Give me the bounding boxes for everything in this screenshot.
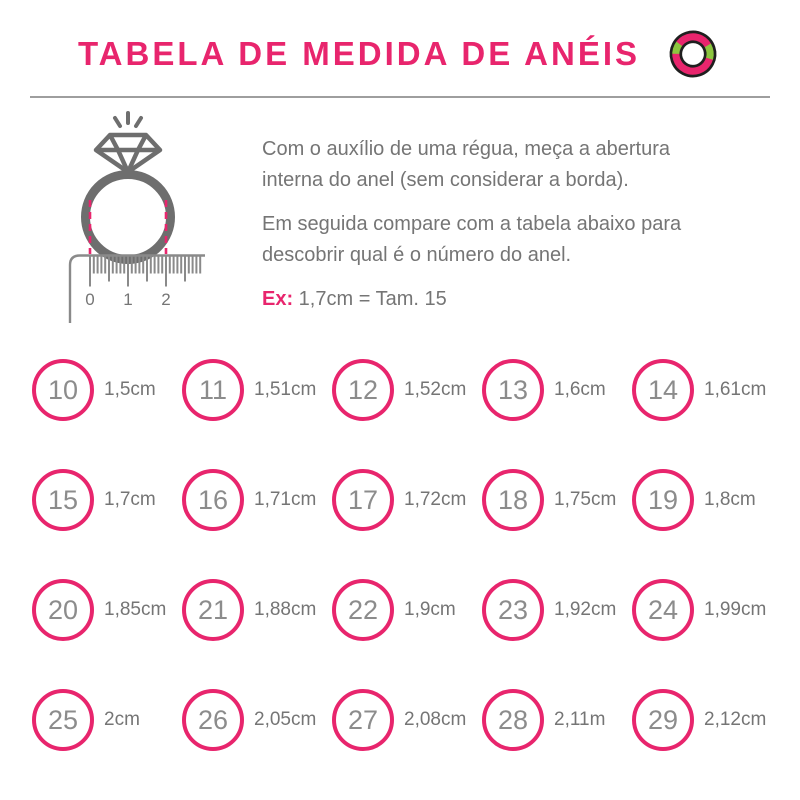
size-measurement: 1,52cm xyxy=(404,379,467,400)
size-cell: 21 1,88cm xyxy=(182,555,332,665)
measurement-dashed-lines xyxy=(88,200,168,254)
size-measurement: 1,6cm xyxy=(554,379,606,400)
size-cell: 23 1,92cm xyxy=(482,555,632,665)
size-circle: 11 xyxy=(182,359,244,421)
size-circle: 16 xyxy=(182,469,244,531)
ruler-number-1: 1 xyxy=(123,290,132,309)
size-cell: 19 1,8cm xyxy=(632,445,782,555)
size-cell: 20 1,85cm xyxy=(32,555,182,665)
size-measurement: 2cm xyxy=(104,709,140,730)
size-cell: 16 1,71cm xyxy=(182,445,332,555)
size-circle: 21 xyxy=(182,579,244,641)
size-measurement: 1,75cm xyxy=(554,489,617,510)
size-measurement: 1,99cm xyxy=(704,599,767,620)
ruler-number-0: 0 xyxy=(85,290,94,309)
size-circle: 23 xyxy=(482,579,544,641)
size-measurement: 1,8cm xyxy=(704,489,756,510)
size-circle: 10 xyxy=(32,359,94,421)
example-text: 1,7cm = Tam. 15 xyxy=(293,288,447,310)
size-circle: 12 xyxy=(332,359,394,421)
size-circle: 15 xyxy=(32,469,94,531)
size-circle: 24 xyxy=(632,579,694,641)
size-circle: 29 xyxy=(632,689,694,751)
size-measurement: 2,05cm xyxy=(254,709,317,730)
size-cell: 26 2,05cm xyxy=(182,665,332,775)
ruler-edge xyxy=(68,254,205,323)
size-circle: 14 xyxy=(632,359,694,421)
size-circle: 22 xyxy=(332,579,394,641)
size-cell: 12 1,52cm xyxy=(332,335,482,445)
brand-ring-logo-icon xyxy=(669,30,717,78)
instruction-paragraph-2: Em seguida compare com a tabela abaixo p… xyxy=(262,213,682,266)
size-circle: 17 xyxy=(332,469,394,531)
size-cell: 29 2,12cm xyxy=(632,665,782,775)
size-measurement: 1,85cm xyxy=(104,599,167,620)
size-measurement: 1,5cm xyxy=(104,379,156,400)
size-circle: 28 xyxy=(482,689,544,751)
size-measurement: 1,88cm xyxy=(254,599,317,620)
size-cell: 10 1,5cm xyxy=(32,335,182,445)
instruction-paragraph-1: Com o auxílio de uma régua, meça a abert… xyxy=(262,138,670,191)
header: TABELA DE MEDIDA DE ANÉIS xyxy=(0,24,800,84)
header-divider xyxy=(30,96,770,98)
size-measurement: 1,72cm xyxy=(404,489,467,510)
size-cell: 11 1,51cm xyxy=(182,335,332,445)
size-cell: 18 1,75cm xyxy=(482,445,632,555)
example-label: Ex: xyxy=(262,288,294,310)
ring-size-table: 10 1,5cm 11 1,51cm 12 1,52cm 13 1,6cm 14 1,61… xyxy=(32,335,782,775)
size-cell: 15 1,7cm xyxy=(32,445,182,555)
size-circle: 26 xyxy=(182,689,244,751)
size-measurement: 1,61cm xyxy=(704,379,767,400)
size-cell: 27 2,08cm xyxy=(332,665,482,775)
ruler-number-2: 2 xyxy=(161,290,170,309)
size-circle: 13 xyxy=(482,359,544,421)
size-measurement: 2,08cm xyxy=(404,709,467,730)
ring-measurement-illustration: 0 1 2 xyxy=(68,111,205,323)
diamond-icon xyxy=(93,132,163,175)
size-circle: 19 xyxy=(632,469,694,531)
size-circle: 20 xyxy=(32,579,94,641)
size-cell: 13 1,6cm xyxy=(482,335,632,445)
size-measurement: 1,92cm xyxy=(554,599,617,620)
example-line: Ex: 1,7cm = Tam. 15 xyxy=(262,284,727,315)
size-circle: 27 xyxy=(332,689,394,751)
size-measurement: 1,71cm xyxy=(254,489,317,510)
instructions: Com o auxílio de uma régua, meça a abert… xyxy=(262,134,727,315)
size-measurement: 2,11m xyxy=(554,709,606,730)
page-title: TABELA DE MEDIDA DE ANÉIS xyxy=(77,35,641,72)
size-cell: 25 2cm xyxy=(32,665,182,775)
size-cell: 14 1,61cm xyxy=(632,335,782,445)
size-cell: 24 1,99cm xyxy=(632,555,782,665)
size-circle: 25 xyxy=(32,689,94,751)
size-measurement: 2,12cm xyxy=(704,709,767,730)
ruler-ticks xyxy=(89,256,202,287)
size-measurement: 1,7cm xyxy=(104,489,156,510)
size-cell: 28 2,11m xyxy=(482,665,632,775)
size-measurement: 1,51cm xyxy=(254,379,317,400)
size-circle: 18 xyxy=(482,469,544,531)
sparkle-icon xyxy=(113,111,143,128)
size-measurement: 1,9cm xyxy=(404,599,456,620)
ruler-numbers: 0 1 2 xyxy=(85,290,170,309)
ring-band xyxy=(81,170,175,264)
size-cell: 17 1,72cm xyxy=(332,445,482,555)
size-cell: 22 1,9cm xyxy=(332,555,482,665)
